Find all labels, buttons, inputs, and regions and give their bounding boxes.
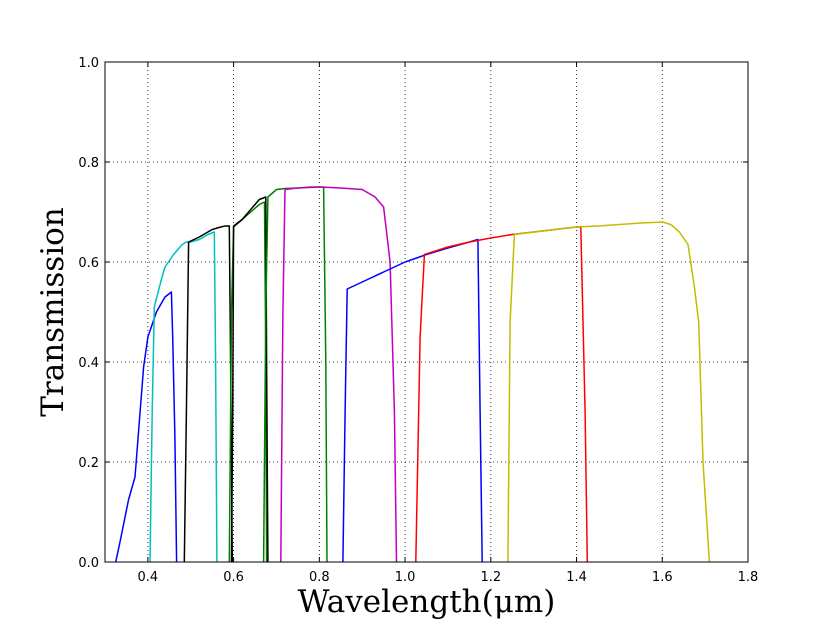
grid	[105, 61, 749, 563]
x-tick-label: 1.0	[395, 570, 416, 585]
y-tick-label: 0.0	[78, 556, 99, 571]
series-line-black-1	[183, 225, 234, 563]
axis-ticks: 0.4 0.6 0.8 1.0 1.2 1.4 1.6 1.8 0.0 0.2 0.4 0.6 0.8 1…	[78, 56, 758, 585]
x-tick-label: 1.4	[566, 570, 587, 585]
series-line-cyan	[149, 231, 218, 563]
x-axis-title: Wavelength(μm)	[298, 584, 556, 620]
x-tick-label: 0.8	[309, 570, 330, 585]
series-line-yellow	[507, 221, 711, 563]
y-tick-label: 0.2	[78, 456, 99, 471]
series-line-green-1	[228, 201, 268, 563]
plot-lines	[114, 186, 711, 563]
series-line-blue-nir	[342, 238, 483, 563]
y-axis-title: Transmission	[35, 207, 71, 417]
x-tick-label: 1.2	[480, 570, 501, 585]
y-tick-label: 0.8	[78, 156, 99, 171]
x-tick-label: 1.6	[652, 570, 673, 585]
x-tick-label: 0.6	[223, 570, 244, 585]
series-line-blue-uv	[114, 291, 178, 563]
x-tick-label: 1.8	[738, 570, 759, 585]
series-line-green-2	[262, 186, 328, 563]
plot-area-frame	[104, 61, 749, 563]
x-tick-label: 0.4	[138, 570, 159, 585]
series-line-black-2	[230, 196, 269, 563]
series-line-magenta	[280, 186, 398, 563]
y-tick-label: 1.0	[78, 56, 99, 71]
series-line-red	[415, 226, 589, 563]
y-tick-label: 0.4	[78, 356, 99, 371]
y-tick-label: 0.6	[78, 256, 99, 271]
